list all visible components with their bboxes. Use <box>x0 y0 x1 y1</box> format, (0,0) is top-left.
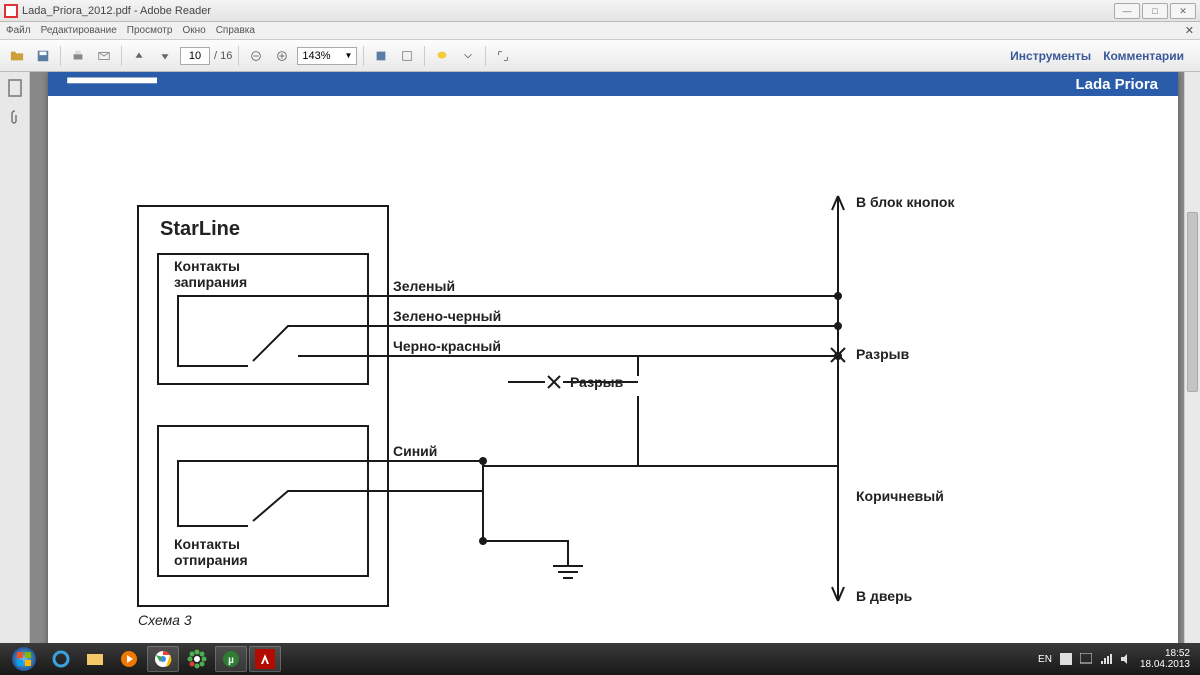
arrow-top-label: В блок кнопок <box>856 194 955 210</box>
svg-text:µ: µ <box>228 655 234 666</box>
diagram-caption: Схема 3 <box>138 612 192 628</box>
separator <box>238 46 239 66</box>
tray-date: 18.04.2013 <box>1140 659 1190 670</box>
tools-link[interactable]: Инструменты <box>1010 49 1091 63</box>
break-mid-label: Разрыв <box>570 374 623 390</box>
open-icon[interactable] <box>6 45 28 67</box>
scrollbar-thumb[interactable] <box>1187 212 1198 392</box>
menu-view[interactable]: Просмотр <box>127 25 173 36</box>
window-title: Lada_Priora_2012.pdf - Adobe Reader <box>22 5 211 17</box>
taskbar-adobe-icon[interactable] <box>249 646 281 672</box>
expand-icon[interactable] <box>492 45 514 67</box>
taskbar-chrome-icon[interactable] <box>147 646 179 672</box>
tray-volume-icon[interactable] <box>1120 653 1132 665</box>
comments-link[interactable]: Комментарии <box>1103 49 1184 63</box>
tray-flag-icon[interactable] <box>1060 653 1072 665</box>
page-total: / 16 <box>214 50 232 62</box>
pdf-icon <box>4 4 18 18</box>
titlebar: Lada_Priora_2012.pdf - Adobe Reader — □ … <box>0 0 1200 22</box>
separator <box>121 46 122 66</box>
menu-help[interactable]: Справка <box>216 25 255 36</box>
zoom-out-icon[interactable] <box>245 45 267 67</box>
page-banner: ━━━━━ Lada Priora <box>48 72 1178 96</box>
banner-right: Lada Priora <box>1075 76 1158 93</box>
toolbar: 10 / 16 143%▼ Инструменты Комментарии <box>0 40 1200 72</box>
page-up-icon[interactable] <box>128 45 150 67</box>
taskbar-ie-icon[interactable] <box>45 646 77 672</box>
menubar: Файл Редактирование Просмотр Окно Справк… <box>0 22 1200 40</box>
tool-book-icon[interactable] <box>396 45 418 67</box>
separator <box>60 46 61 66</box>
zoom-value: 143% <box>302 48 330 64</box>
separator <box>485 46 486 66</box>
attachments-icon[interactable] <box>5 108 25 128</box>
menu-file[interactable]: Файл <box>6 25 31 36</box>
tool-dropdown-icon[interactable] <box>457 45 479 67</box>
unlock-contacts-label: Контакты отпирания <box>174 536 248 568</box>
tray-network-icon[interactable] <box>1100 653 1112 665</box>
zoom-in-icon[interactable] <box>271 45 293 67</box>
system-tray: EN 18:52 18.04.2013 <box>1038 648 1196 670</box>
annotate-icon[interactable] <box>431 45 453 67</box>
toolbar-rightlinks: Инструменты Комментарии <box>1010 49 1194 63</box>
banner-left: ━━━━━ <box>68 72 157 97</box>
menubar-close-icon[interactable]: ✕ <box>1185 24 1194 37</box>
left-rail <box>0 72 30 643</box>
break-right-label: Разрыв <box>856 346 909 362</box>
email-icon[interactable] <box>93 45 115 67</box>
wire-green-black-label: Зелено-черный <box>393 308 501 324</box>
taskbar-icq-icon[interactable] <box>181 646 213 672</box>
box-title: StarLine <box>160 218 240 241</box>
wiring-diagram: StarLine Контакты запирания Контакты отп… <box>48 96 1178 643</box>
separator <box>363 46 364 66</box>
taskbar-explorer-icon[interactable] <box>79 646 111 672</box>
arrow-bottom-label: В дверь <box>856 588 912 604</box>
tray-time: 18:52 <box>1140 648 1190 659</box>
lock-contacts-label: Контакты запирания <box>174 258 247 290</box>
maximize-button[interactable]: □ <box>1142 3 1168 19</box>
taskbar: µ EN 18:52 18.04.2013 <box>0 643 1200 675</box>
menu-edit[interactable]: Редактирование <box>41 25 117 36</box>
tool-save-icon[interactable] <box>370 45 392 67</box>
save-icon[interactable] <box>32 45 54 67</box>
taskbar-utorrent-icon[interactable]: µ <box>215 646 247 672</box>
tray-action-icon[interactable] <box>1080 653 1092 665</box>
print-icon[interactable] <box>67 45 89 67</box>
minimize-button[interactable]: — <box>1114 3 1140 19</box>
pdf-page: ━━━━━ Lada Priora <box>48 72 1178 643</box>
zoom-select[interactable]: 143%▼ <box>297 47 357 65</box>
tray-lang[interactable]: EN <box>1038 654 1052 665</box>
page-down-icon[interactable] <box>154 45 176 67</box>
start-button[interactable] <box>4 645 44 673</box>
document-area: ━━━━━ Lada Priora <box>30 72 1200 643</box>
separator <box>424 46 425 66</box>
taskbar-media-icon[interactable] <box>113 646 145 672</box>
thumbnails-icon[interactable] <box>5 78 25 98</box>
menu-window[interactable]: Окно <box>182 25 205 36</box>
tray-clock[interactable]: 18:52 18.04.2013 <box>1140 648 1190 670</box>
vertical-scrollbar[interactable] <box>1184 72 1200 643</box>
close-button[interactable]: ✕ <box>1170 3 1196 19</box>
wire-black-red-label: Черно-красный <box>393 338 501 354</box>
window-buttons: — □ ✕ <box>1114 3 1196 19</box>
wire-green-label: Зеленый <box>393 278 455 294</box>
page-input[interactable]: 10 <box>180 47 210 65</box>
brown-label: Коричневый <box>856 488 944 504</box>
wire-blue-label: Синий <box>393 443 437 459</box>
